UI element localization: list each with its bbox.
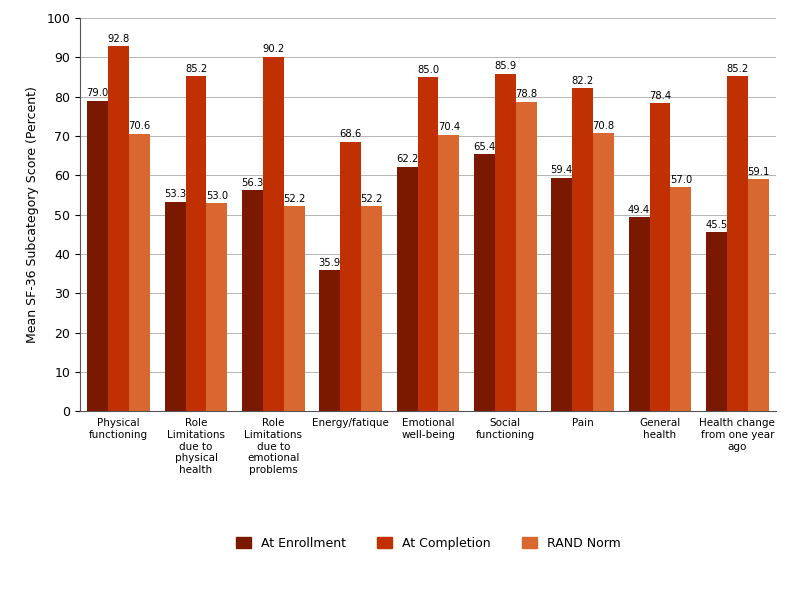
Bar — [418, 77, 438, 411]
Text: 70.8: 70.8 — [593, 120, 614, 131]
Bar — [87, 100, 108, 411]
Text: 56.3: 56.3 — [242, 178, 263, 188]
Bar — [263, 57, 284, 411]
Bar — [361, 206, 382, 411]
Text: 53.0: 53.0 — [206, 191, 228, 201]
Text: 70.6: 70.6 — [129, 122, 150, 131]
Bar — [108, 47, 129, 411]
Text: 65.4: 65.4 — [474, 142, 495, 152]
Bar — [748, 179, 769, 411]
Text: 79.0: 79.0 — [86, 88, 109, 99]
Text: 49.4: 49.4 — [628, 204, 650, 215]
Text: 35.9: 35.9 — [318, 258, 341, 268]
Bar — [438, 134, 459, 411]
Text: 90.2: 90.2 — [262, 44, 285, 54]
Bar — [186, 76, 206, 411]
Bar — [572, 88, 593, 411]
Text: 85.9: 85.9 — [494, 61, 517, 71]
Text: 68.6: 68.6 — [339, 129, 362, 139]
Text: 45.5: 45.5 — [706, 220, 727, 230]
Text: 70.4: 70.4 — [438, 122, 460, 132]
Text: 53.3: 53.3 — [164, 189, 186, 200]
Text: 78.8: 78.8 — [515, 89, 538, 99]
Bar — [397, 167, 418, 411]
Text: 82.2: 82.2 — [571, 76, 594, 86]
Text: 59.1: 59.1 — [747, 166, 770, 177]
Bar — [727, 76, 748, 411]
Bar — [706, 232, 727, 411]
Text: 52.2: 52.2 — [360, 194, 382, 204]
Text: 85.2: 85.2 — [185, 64, 207, 74]
Bar — [629, 217, 650, 411]
Text: 85.2: 85.2 — [726, 64, 749, 74]
Text: 52.2: 52.2 — [283, 194, 306, 204]
Bar — [242, 190, 263, 411]
Legend: At Enrollment, At Completion, RAND Norm: At Enrollment, At Completion, RAND Norm — [230, 532, 626, 555]
Text: 92.8: 92.8 — [107, 34, 130, 44]
Bar — [593, 133, 614, 411]
Bar — [206, 203, 227, 411]
Bar — [474, 154, 495, 411]
Bar — [516, 102, 537, 411]
Bar — [340, 142, 361, 411]
Bar — [284, 206, 305, 411]
Bar — [650, 103, 670, 411]
Bar — [165, 202, 186, 411]
Bar — [670, 187, 691, 411]
Bar — [495, 74, 516, 411]
Text: 62.2: 62.2 — [396, 154, 418, 165]
Text: 57.0: 57.0 — [670, 175, 692, 185]
Y-axis label: Mean SF-36 Subcategory Score (Percent): Mean SF-36 Subcategory Score (Percent) — [26, 87, 39, 343]
Bar — [129, 134, 150, 411]
Bar — [319, 270, 340, 411]
Bar — [551, 178, 572, 411]
Text: 59.4: 59.4 — [550, 165, 573, 175]
Text: 85.0: 85.0 — [417, 65, 439, 75]
Text: 78.4: 78.4 — [649, 91, 671, 100]
